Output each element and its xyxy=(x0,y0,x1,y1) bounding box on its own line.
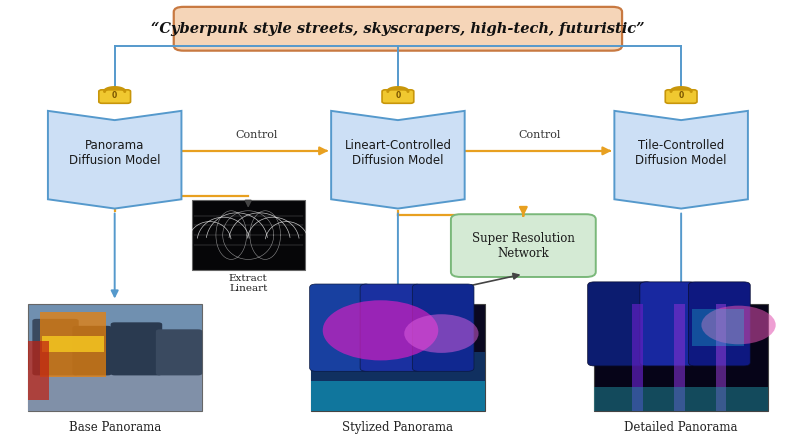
Text: Base Panorama: Base Panorama xyxy=(68,422,161,434)
Text: Extract
Lineart: Extract Lineart xyxy=(229,274,268,293)
Text: Control: Control xyxy=(517,130,560,140)
Text: Lineart-Controlled
Diffusion Model: Lineart-Controlled Diffusion Model xyxy=(344,139,451,167)
Circle shape xyxy=(701,306,775,344)
FancyBboxPatch shape xyxy=(110,322,162,375)
Text: 0: 0 xyxy=(678,91,683,100)
FancyBboxPatch shape xyxy=(311,303,484,411)
FancyBboxPatch shape xyxy=(691,309,743,347)
FancyBboxPatch shape xyxy=(28,303,201,411)
FancyBboxPatch shape xyxy=(311,381,484,411)
FancyBboxPatch shape xyxy=(311,352,484,411)
FancyBboxPatch shape xyxy=(450,214,595,277)
FancyBboxPatch shape xyxy=(594,387,767,411)
Text: Detailed Panorama: Detailed Panorama xyxy=(624,422,737,434)
Text: 0: 0 xyxy=(112,91,117,100)
FancyBboxPatch shape xyxy=(673,303,684,411)
FancyBboxPatch shape xyxy=(40,312,106,377)
Text: Super Resolution
Network: Super Resolution Network xyxy=(471,232,574,259)
Polygon shape xyxy=(614,111,747,208)
FancyBboxPatch shape xyxy=(412,284,474,371)
Text: Control: Control xyxy=(235,130,277,140)
Text: 0: 0 xyxy=(395,91,400,100)
FancyBboxPatch shape xyxy=(191,200,304,270)
FancyBboxPatch shape xyxy=(382,90,414,103)
FancyBboxPatch shape xyxy=(72,326,112,375)
Circle shape xyxy=(404,314,478,353)
Circle shape xyxy=(322,300,438,361)
Text: “Cyberpunk style streets, skyscrapers, high-tech, futuristic”: “Cyberpunk style streets, skyscrapers, h… xyxy=(151,22,644,36)
FancyBboxPatch shape xyxy=(174,7,621,51)
FancyBboxPatch shape xyxy=(639,282,696,366)
Text: Panorama
Diffusion Model: Panorama Diffusion Model xyxy=(69,139,161,167)
FancyBboxPatch shape xyxy=(99,90,131,103)
FancyBboxPatch shape xyxy=(688,282,749,366)
Text: Tile-Controlled
Diffusion Model: Tile-Controlled Diffusion Model xyxy=(634,139,726,167)
FancyBboxPatch shape xyxy=(32,319,79,375)
FancyBboxPatch shape xyxy=(28,341,49,400)
FancyBboxPatch shape xyxy=(632,303,642,411)
Polygon shape xyxy=(331,111,464,208)
FancyBboxPatch shape xyxy=(359,284,421,371)
FancyBboxPatch shape xyxy=(41,336,104,352)
Text: Stylized Panorama: Stylized Panorama xyxy=(342,422,453,434)
FancyBboxPatch shape xyxy=(715,303,726,411)
FancyBboxPatch shape xyxy=(664,90,696,103)
FancyBboxPatch shape xyxy=(28,370,201,411)
FancyBboxPatch shape xyxy=(309,284,371,371)
Polygon shape xyxy=(48,111,181,208)
FancyBboxPatch shape xyxy=(587,282,652,366)
FancyBboxPatch shape xyxy=(594,303,767,411)
FancyBboxPatch shape xyxy=(156,329,202,375)
